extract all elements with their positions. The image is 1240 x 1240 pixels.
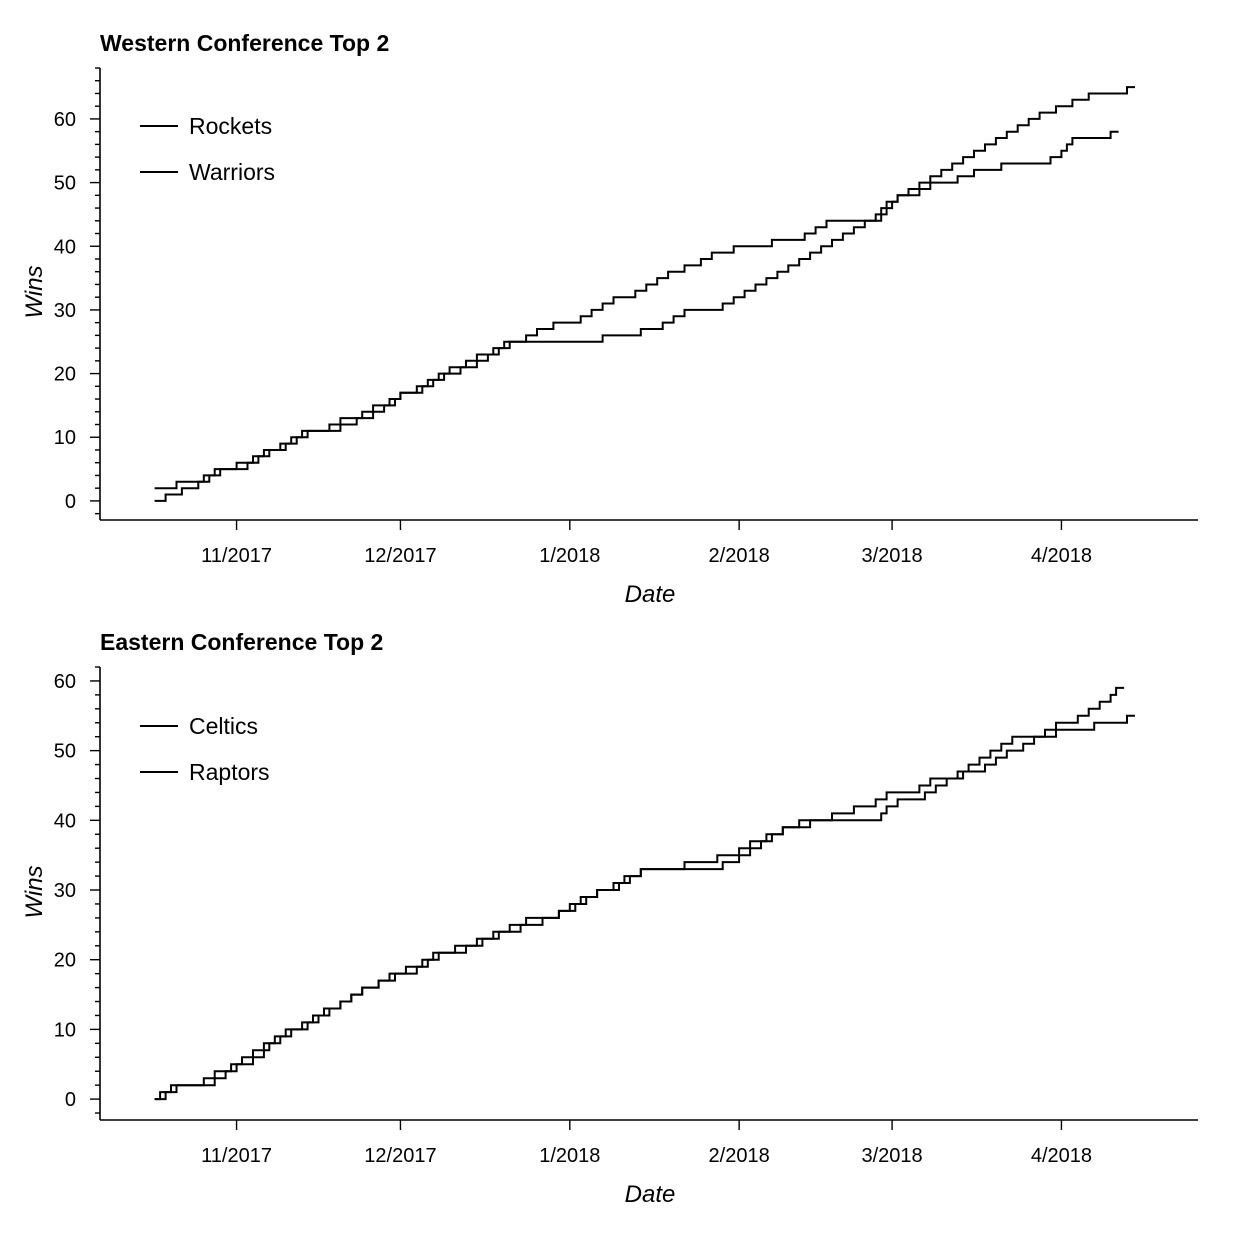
- east-legend-label-celtics: Celtics: [189, 713, 258, 739]
- east-legend-label-raptors: Raptors: [189, 759, 270, 785]
- west-y-tick-label: 0: [65, 491, 76, 513]
- east-axes: 0 10 20 30 40 50 60 11/2017 12/2017 1/2018 2/2018 3…: [54, 666, 1198, 1167]
- east-series-raptors: [154, 686, 1125, 1101]
- west-y-tick-label: 40: [54, 236, 76, 258]
- west-x-tick-label: 3/2018: [862, 545, 923, 567]
- west-series-lines: [154, 86, 1135, 502]
- east-legend: Celtics Raptors: [140, 713, 270, 785]
- east-chart: Eastern Conference Top 2 Date Wins 0 10 20…: [21, 629, 1198, 1208]
- east-x-tick-label: 4/2018: [1031, 1145, 1092, 1167]
- west-x-tick-label: 4/2018: [1031, 545, 1092, 567]
- west-x-tick-label: 1/2018: [539, 545, 600, 567]
- west-y-tick-label: 50: [54, 173, 76, 195]
- west-series-rockets: [154, 86, 1135, 502]
- west-y-tick-label: 60: [54, 109, 76, 131]
- west-axes: 0 10 20 30 40 50 60 11/2017 12/2017 1/2018 2/2018 3…: [54, 67, 1198, 567]
- east-y-tick-label: 50: [54, 741, 76, 763]
- east-y-tick-label: 20: [54, 950, 76, 972]
- west-y-axis-label: Wins: [21, 265, 48, 318]
- east-x-tick-label: 1/2018: [539, 1145, 600, 1167]
- east-series-celtics: [154, 714, 1135, 1101]
- west-legend-label-rockets: Rockets: [189, 113, 272, 139]
- east-x-axis-label: Date: [625, 1181, 676, 1208]
- east-series-lines: [154, 686, 1135, 1101]
- west-y-tick-label: 10: [54, 427, 76, 449]
- east-y-tick-label: 30: [54, 880, 76, 902]
- east-x-tick-label: 12/2017: [364, 1145, 436, 1167]
- east-chart-title: Eastern Conference Top 2: [100, 629, 383, 655]
- east-x-tick-label: 2/2018: [709, 1145, 770, 1167]
- west-chart: Western Conference Top 2 Date Wins 0 10 20…: [21, 30, 1198, 608]
- west-x-tick-label: 2/2018: [709, 545, 770, 567]
- west-x-tick-label: 11/2017: [201, 545, 272, 567]
- east-x-tick-label: 11/2017: [201, 1145, 272, 1167]
- west-x-tick-label: 12/2017: [364, 545, 436, 567]
- east-y-tick-label: 60: [54, 671, 76, 693]
- west-chart-title: Western Conference Top 2: [100, 30, 389, 56]
- east-y-tick-label: 10: [54, 1019, 76, 1041]
- west-y-tick-label: 30: [54, 300, 76, 322]
- east-y-axis-label: Wins: [21, 865, 48, 918]
- west-series-warriors: [154, 130, 1119, 490]
- east-x-tick-label: 3/2018: [862, 1145, 923, 1167]
- west-x-axis-label: Date: [625, 581, 676, 608]
- east-y-tick-label: 0: [65, 1089, 76, 1111]
- east-y-tick-label: 40: [54, 810, 76, 832]
- west-y-tick-label: 20: [54, 364, 76, 386]
- west-legend-label-warriors: Warriors: [189, 159, 275, 185]
- west-legend: Rockets Warriors: [140, 113, 275, 185]
